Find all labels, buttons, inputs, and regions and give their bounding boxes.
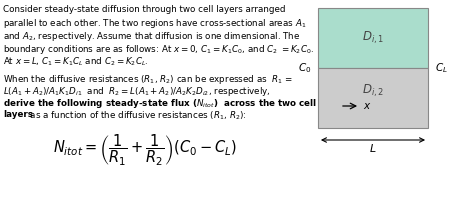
Text: $D_{i,2}$: $D_{i,2}$ — [362, 83, 384, 99]
Text: $D_{i,1}$: $D_{i,1}$ — [362, 30, 384, 46]
Text: boundary conditions are as follows: At $x = 0$, $C_1 = K_1C_0$, and $C_2$ $=K_2C: boundary conditions are as follows: At $… — [3, 42, 314, 55]
Text: derive the following steady-state flux ($N_{itot}$)  across the two cell: derive the following steady-state flux (… — [3, 98, 317, 111]
Text: layers: layers — [3, 110, 33, 119]
Text: parallel to each other. The two regions have cross-sectional areas $A_1$: parallel to each other. The two regions … — [3, 18, 306, 31]
Text: When the diffusive resistances ($R_1$, $R_2$) can be expressed as  $R_1$ =: When the diffusive resistances ($R_1$, $… — [3, 72, 293, 85]
Text: $C_0$: $C_0$ — [298, 61, 311, 75]
Text: and $A_2$, respectively. Assume that diffusion is one dimensional. The: and $A_2$, respectively. Assume that dif… — [3, 30, 301, 43]
Text: $N_{itot} = \left(\dfrac{1}{R_1} + \dfrac{1}{R_2}\right)(C_0 - C_L)$: $N_{itot} = \left(\dfrac{1}{R_1} + \dfra… — [53, 133, 237, 168]
Text: Consider steady-state diffusion through two cell layers arranged: Consider steady-state diffusion through … — [3, 5, 285, 14]
Text: $x$: $x$ — [363, 101, 372, 111]
Bar — [318, 8, 428, 68]
Text: $C_L$: $C_L$ — [435, 61, 448, 75]
Bar — [318, 68, 428, 128]
Text: $L$: $L$ — [369, 142, 377, 154]
Text: $L(A_1 + A_2)/A_1K_1D_{i1}$  and  $R_2 = L(A_1 + A_2)/A_2K_2D_{i2}$, respectivel: $L(A_1 + A_2)/A_1K_1D_{i1}$ and $R_2 = L… — [3, 85, 271, 98]
Text: At $x = L$, $C_1 = K_1C_L$ and $C_2 = K_2C_L$.: At $x = L$, $C_1 = K_1C_L$ and $C_2 = K_… — [3, 55, 148, 68]
Text: as a function of the diffusive resistances ($R_1$, $R_2$):: as a function of the diffusive resistanc… — [27, 110, 246, 122]
